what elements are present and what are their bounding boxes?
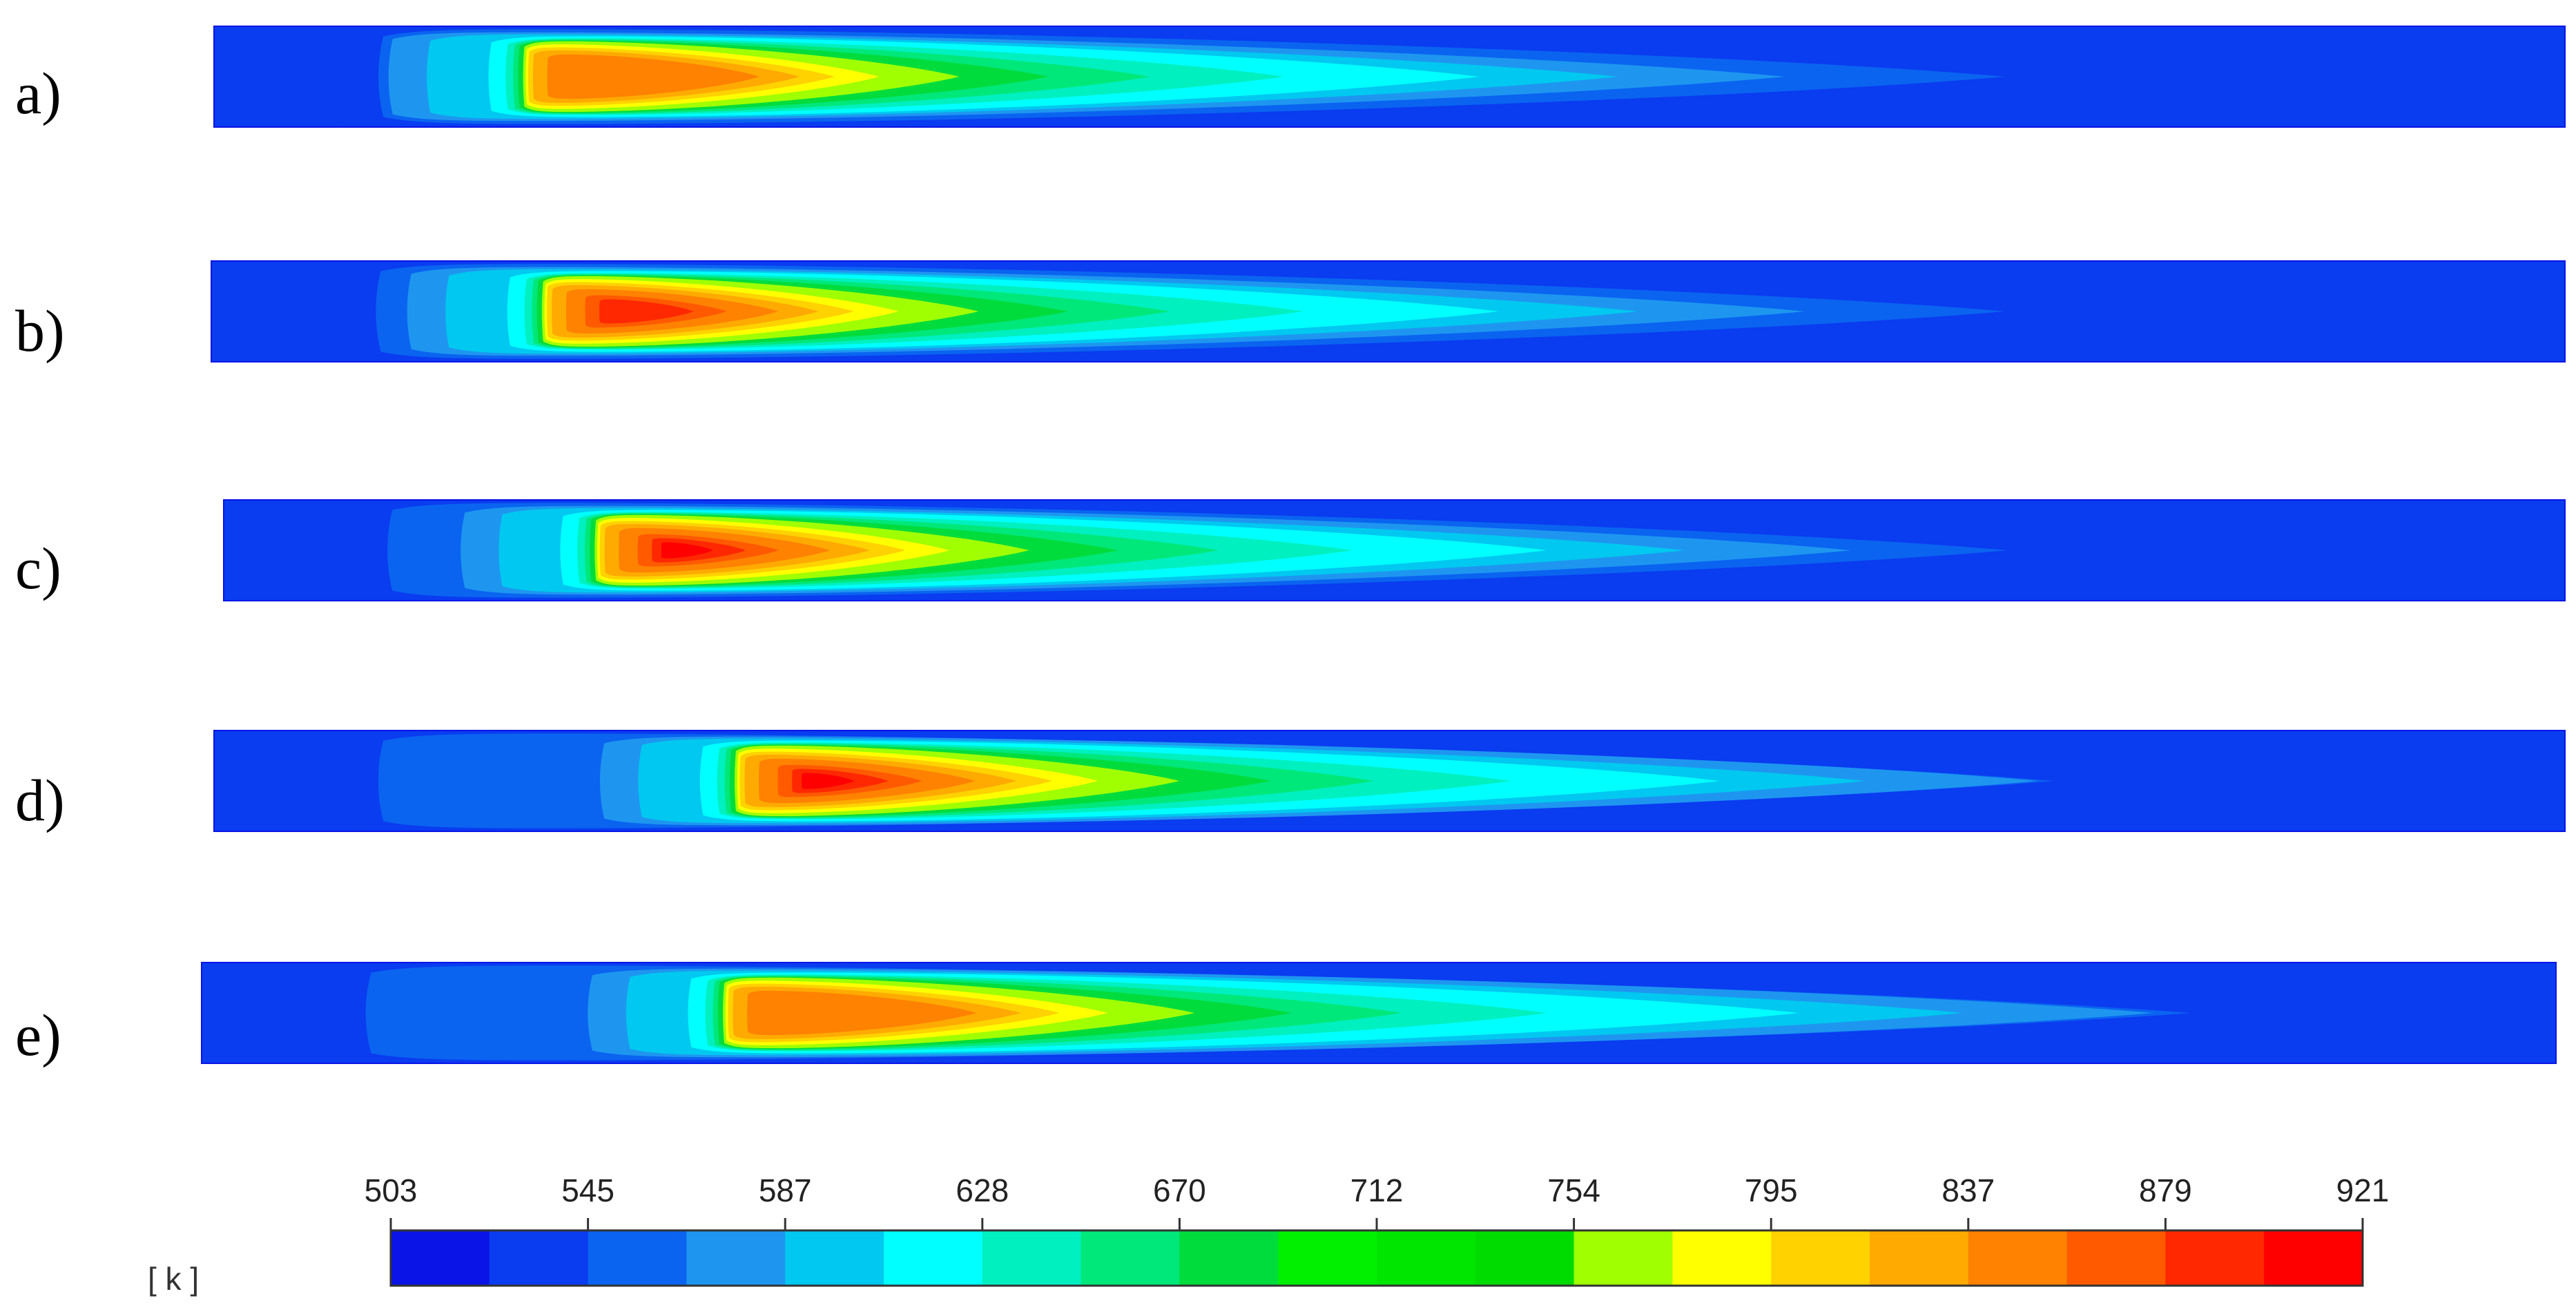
colorbar-tick-label-0: 503 bbox=[365, 1172, 418, 1208]
panel-b-border bbox=[211, 260, 2566, 362]
contour-panel-c bbox=[223, 499, 2566, 601]
panel-label-e: e) bbox=[15, 1002, 61, 1068]
colorbar-segment-19 bbox=[2264, 1230, 2363, 1286]
panel-a-border bbox=[213, 26, 2566, 128]
temperature-colorbar bbox=[389, 1229, 2364, 1287]
colorbar-segment-18 bbox=[2165, 1230, 2265, 1286]
colorbar-tick-label-7: 795 bbox=[1745, 1172, 1798, 1208]
colorbar-segment-7 bbox=[1081, 1230, 1180, 1286]
colorbar-segment-0 bbox=[391, 1230, 490, 1286]
colorbar-segment-4 bbox=[785, 1230, 884, 1286]
colorbar-tick-labels: 503 545 587 628 670 712 754 795 837 879 921 bbox=[365, 1172, 2390, 1230]
colorbar-tick-label-10: 921 bbox=[2336, 1172, 2390, 1208]
colorbar-segment-2 bbox=[588, 1230, 687, 1286]
colorbar-tick-label-8: 837 bbox=[1941, 1172, 1995, 1208]
contour-panel-b bbox=[211, 260, 2566, 362]
panel-a-contour-band-12 bbox=[547, 54, 759, 99]
colorbar-tick-label-1: 545 bbox=[561, 1172, 614, 1208]
colorbar-segment-17 bbox=[2066, 1230, 2166, 1286]
colorbar-unit-label: [ k ] bbox=[148, 1261, 199, 1297]
colorbar-tick-label-6: 754 bbox=[1547, 1172, 1600, 1208]
panel-e-border bbox=[201, 962, 2557, 1064]
colorbar-segment-5 bbox=[884, 1230, 983, 1286]
colorbar-segment-1 bbox=[489, 1230, 589, 1286]
contour-panel-d bbox=[213, 730, 2566, 832]
colorbar-segment-3 bbox=[686, 1230, 786, 1286]
colorbar-tick-label-2: 587 bbox=[759, 1172, 812, 1208]
panel-e-contour-band-12 bbox=[747, 990, 977, 1036]
panel-label-c: c) bbox=[15, 535, 61, 601]
panel-b-contour-band-14 bbox=[599, 299, 694, 324]
panel-c-border bbox=[223, 499, 2566, 601]
contour-panel-a bbox=[213, 26, 2566, 128]
colorbar-tick-label-4: 670 bbox=[1153, 1172, 1206, 1208]
colorbar-tick-label-9: 879 bbox=[2139, 1172, 2192, 1208]
panel-label-a: a) bbox=[15, 60, 61, 126]
colorbar-segment-6 bbox=[982, 1230, 1082, 1286]
colorbar-tick-label-3: 628 bbox=[956, 1172, 1009, 1208]
panel-d-border bbox=[213, 730, 2566, 832]
contour-panel-e bbox=[201, 962, 2557, 1064]
colorbar-segment-15 bbox=[1870, 1230, 1969, 1286]
colorbar-segment-11 bbox=[1475, 1230, 1575, 1286]
colorbar-segment-12 bbox=[1573, 1230, 1673, 1286]
colorbar-segment-16 bbox=[1968, 1230, 2068, 1286]
colorbar-segment-8 bbox=[1179, 1230, 1279, 1286]
panel-label-b: b) bbox=[15, 298, 65, 364]
colorbar-segment-10 bbox=[1377, 1230, 1476, 1286]
colorbar-segment-9 bbox=[1278, 1230, 1377, 1286]
colorbar-segment-14 bbox=[1771, 1230, 1870, 1286]
panel-c-contour-band-15 bbox=[661, 542, 713, 559]
panel-d-contour-band-15 bbox=[802, 773, 855, 789]
colorbar-segment-13 bbox=[1672, 1230, 1772, 1286]
panel-label-d: d) bbox=[15, 767, 65, 833]
colorbar-tick-label-5: 712 bbox=[1350, 1172, 1404, 1208]
